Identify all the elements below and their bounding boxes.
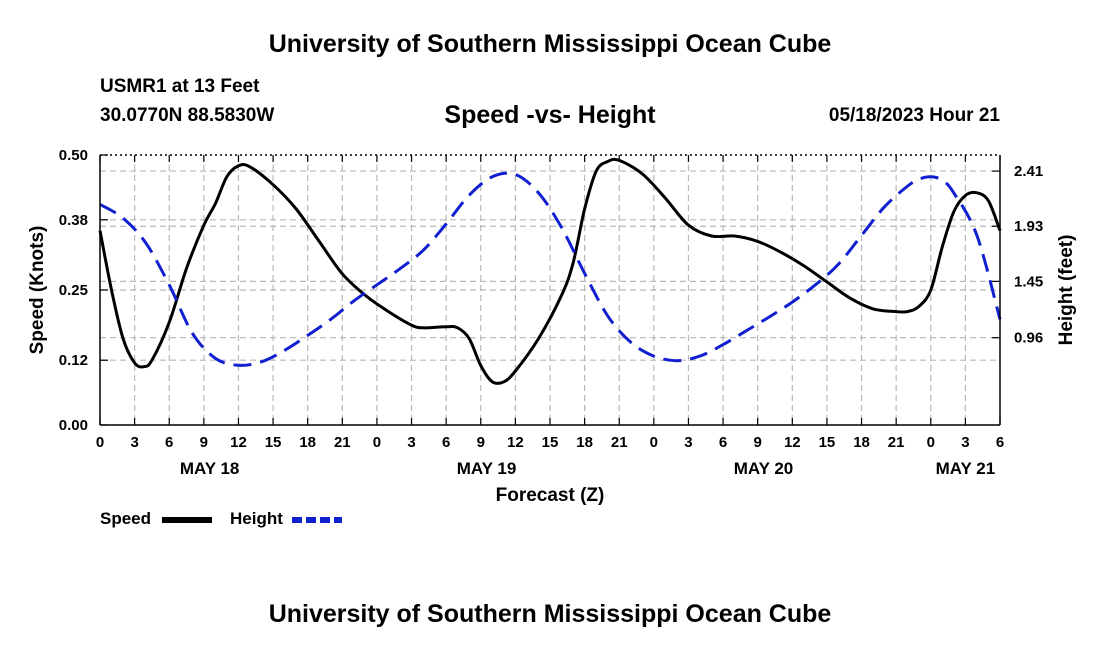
x-tick-label: 6	[996, 434, 1004, 451]
x-tick-label: 9	[200, 434, 208, 451]
x-axis-title: Forecast (Z)	[496, 485, 605, 506]
y-tick-label: 0.38	[59, 212, 88, 229]
y-tick-label: 0.12	[59, 352, 88, 369]
footer-title: University of Southern Mississippi Ocean…	[268, 600, 832, 628]
x-tick-label: 9	[477, 434, 485, 451]
x-tick-label: 15	[542, 434, 559, 451]
x-tick-label: 3	[961, 434, 969, 451]
x-tick-label: 18	[853, 434, 870, 451]
x-tick-label: 3	[684, 434, 692, 451]
y2-tick-label: 1.93	[1014, 218, 1043, 235]
x-tick-label: 0	[927, 434, 935, 451]
x-day-label: MAY 20	[734, 459, 794, 478]
datetime-label: 05/18/2023 Hour 21	[828, 105, 1000, 126]
y2-tick-label: 1.45	[1014, 273, 1043, 290]
x-tick-label: 15	[265, 434, 282, 451]
x-tick-label: 0	[373, 434, 381, 451]
x-tick-label: 3	[130, 434, 138, 451]
x-tick-label: 15	[819, 434, 836, 451]
x-tick-label: 21	[334, 434, 351, 451]
y-tick-label: 0.25	[59, 282, 88, 299]
x-day-label: MAY 21	[936, 459, 996, 478]
legend-label-speed: Speed	[100, 509, 151, 528]
x-tick-label: 12	[784, 434, 801, 451]
x-tick-label: 18	[299, 434, 316, 451]
chart-subtitle: Speed -vs- Height	[444, 101, 656, 129]
series-line-height	[99, 171, 1002, 367]
y-axis-title: Speed (Knots)	[27, 226, 48, 355]
series-line-speed	[98, 157, 1002, 385]
x-tick-label: 12	[507, 434, 524, 451]
x-tick-label: 6	[165, 434, 173, 451]
x-tick-label: 0	[650, 434, 658, 451]
x-tick-label: 0	[96, 434, 104, 451]
x-tick-label: 6	[719, 434, 727, 451]
y-tick-label: 0.50	[59, 147, 88, 164]
x-tick-label: 18	[576, 434, 593, 451]
station-label: USMR1 at 13 Feet	[100, 76, 260, 97]
x-tick-label: 12	[230, 434, 247, 451]
speed-height-chart: 0 3 6 9 12 15 18 21 0 3 6 9 12 15 18 21 0 3 6 9 12 15 18 21 0 3 6 0…	[27, 147, 1077, 528]
y-tick-label: 0.00	[59, 417, 88, 434]
x-tick-label: 6	[442, 434, 450, 451]
x-tick-label: 3	[407, 434, 415, 451]
legend-label-height: Height	[230, 509, 283, 528]
x-tick-label: 9	[754, 434, 762, 451]
x-tick-label: 21	[888, 434, 905, 451]
x-day-label: MAY 19	[457, 459, 517, 478]
y2-tick-label: 0.96	[1014, 330, 1043, 347]
x-tick-label: 21	[611, 434, 628, 451]
x-day-label: MAY 18	[180, 459, 240, 478]
main-title: University of Southern Mississippi Ocean…	[268, 30, 832, 58]
coordinates-label: 30.0770N 88.5830W	[100, 105, 275, 126]
y2-axis-title: Height (feet)	[1056, 235, 1077, 346]
y2-tick-label: 2.41	[1014, 163, 1043, 180]
